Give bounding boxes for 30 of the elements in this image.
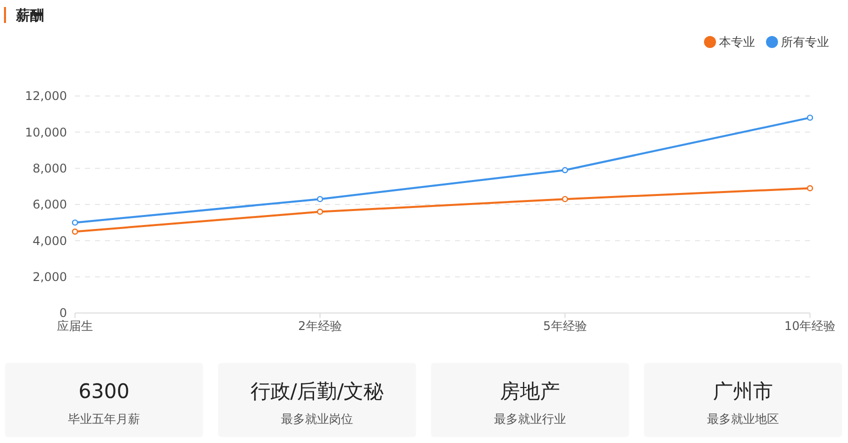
text: 最多就业地区 <box>707 412 779 426</box>
legend-label: 本专业 <box>719 35 755 49</box>
legend-label: 所有专业 <box>781 35 829 49</box>
y-tick-label: 2,000 <box>32 270 67 284</box>
point <box>72 228 78 235</box>
point <box>562 167 568 174</box>
text: 行政/后勤/文秘 <box>250 379 384 403</box>
x-tick-label: 应届生 <box>57 319 93 333</box>
text: 广州市 <box>713 379 773 403</box>
text: 6300 <box>78 379 130 403</box>
point <box>806 114 814 121</box>
y-tick-label: 0 <box>59 306 67 320</box>
y-tick-label: 8,000 <box>32 162 67 176</box>
x-tick-label: 2年经验 <box>298 319 342 333</box>
point <box>316 208 324 215</box>
point <box>806 185 814 192</box>
y-tick-label: 6,000 <box>32 198 67 212</box>
x-tick-label: 5年经验 <box>543 319 587 333</box>
text: 最多就业岗位 <box>281 412 353 426</box>
x-tick-label: 10年经验 <box>784 319 836 333</box>
y-tick-label: 10,000 <box>25 125 67 140</box>
text: 最多就业行业 <box>494 412 566 426</box>
y-tick-label: 4,000 <box>32 234 67 248</box>
chart-title: 薪酬 <box>15 8 44 24</box>
point <box>562 196 568 202</box>
point <box>72 219 78 226</box>
y-tick-label: 12,000 <box>25 89 67 104</box>
point <box>316 196 324 202</box>
text: 毕业五年月薪 <box>68 412 140 426</box>
text: 房地产 <box>500 379 560 403</box>
